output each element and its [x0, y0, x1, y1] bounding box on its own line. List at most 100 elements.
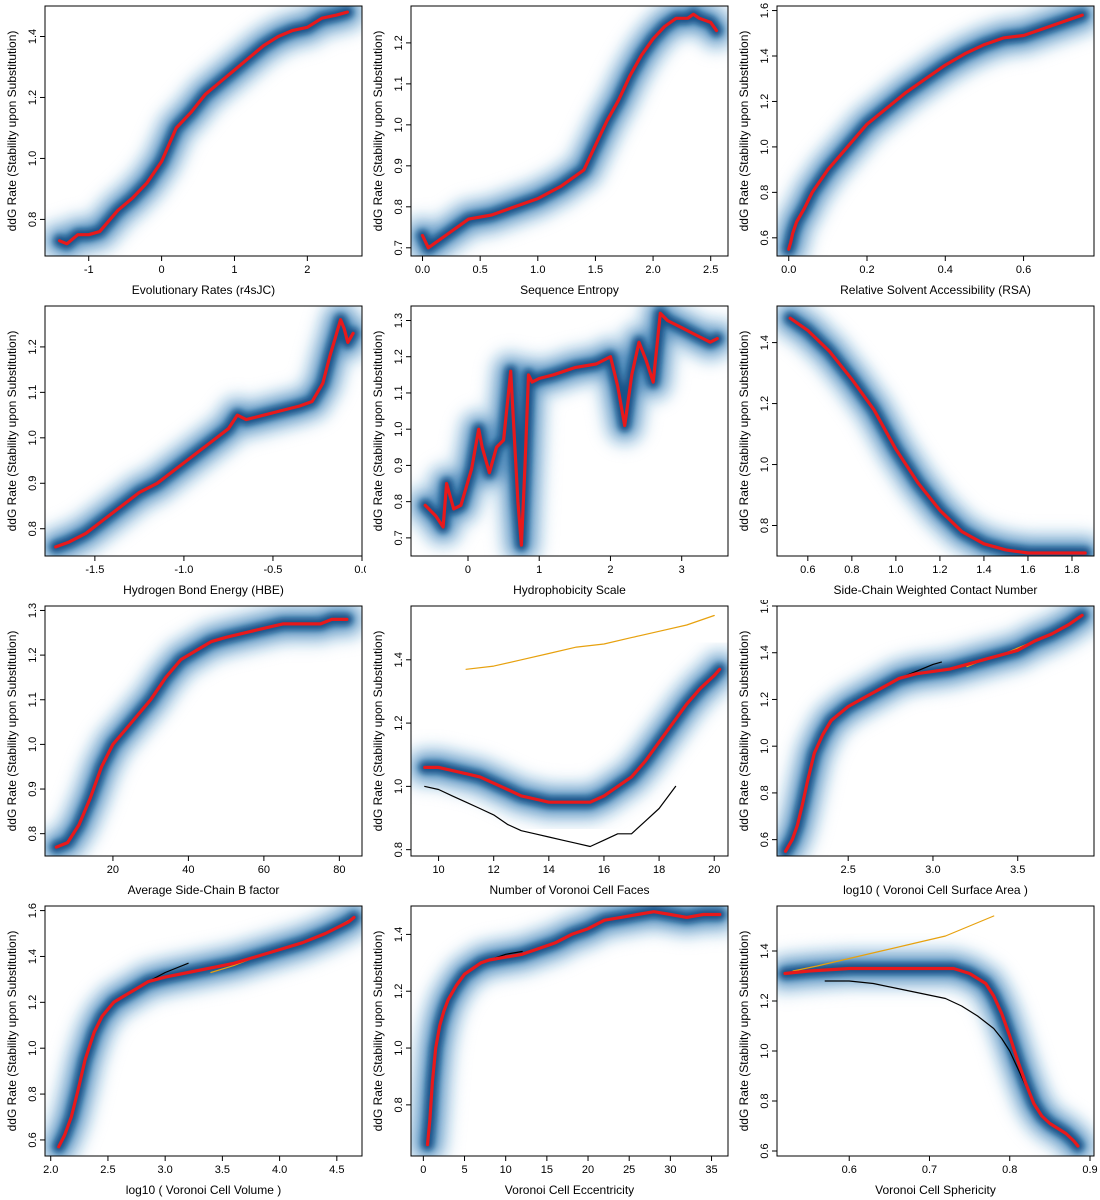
y-tick-label: 1.2 [393, 984, 405, 999]
x-tick-label: 0.4 [938, 264, 953, 276]
x-tick-label: 15 [541, 1164, 553, 1176]
plot-frame [776, 5, 1095, 257]
y-tick-label: 1.0 [393, 422, 405, 437]
x-tick-label: 0.0 [781, 264, 796, 276]
x-tick-label: 1.4 [976, 564, 991, 576]
y-tick-label: 0.6 [759, 1143, 771, 1158]
y-tick-label: 1.0 [27, 737, 39, 752]
chart-svg: 0.0 0.2 0.4 0.6 0.6 0.8 1.0 1.2 1.4 1.6 Relative S… [737, 3, 1095, 297]
y-tick-label: 1.2 [27, 339, 39, 354]
chart-svg: -1.5 -1.0 -0.5 0.0 0.8 0.9 1.0 1.1 1.2 Hydrogen B… [5, 305, 366, 597]
x-tick-label: 30 [664, 1164, 676, 1176]
x-tick-label: 1.5 [588, 264, 603, 276]
x-tick-label: 10 [432, 864, 444, 876]
y-tick-label: 1.0 [759, 139, 771, 154]
plot-area [777, 606, 1094, 856]
x-tick-label: 20 [708, 864, 720, 876]
y-tick-label: 1.0 [27, 1041, 39, 1056]
chart-svg: -1 0 1 2 0.8 1.0 1.2 1.4 Evolutionary Rates (r4s… [5, 5, 363, 297]
chart-panel: 0 5 10 15 20 25 30 35 0.8 1.0 1.2 1.4 Voronoi Cell E… [366, 900, 732, 1200]
x-tick-label: 2.0 [645, 264, 660, 276]
x-tick-label: 0 [465, 564, 471, 576]
x-tick-label: 0.9 [1082, 1164, 1097, 1176]
y-axis-label: ddG Rate (Stability upon Substitution) [371, 331, 385, 532]
chart-panel: -1 0 1 2 0.8 1.0 1.2 1.4 Evolutionary Rates (r4s… [0, 0, 366, 300]
y-tick-label: 1.3 [393, 313, 405, 328]
y-tick-label: 1.0 [759, 457, 771, 472]
chart-svg: 0.6 0.8 1.0 1.2 1.4 1.6 1.8 0.8 1.0 1.2 1.4 Side-Ch… [737, 305, 1095, 597]
y-tick-label: 0.7 [393, 530, 405, 545]
chart-panel: 2.0 2.5 3.0 3.5 4.0 4.5 0.6 0.8 1.0 1.2 1.4 1.6 log1… [0, 900, 366, 1200]
y-tick-label: 0.8 [393, 1097, 405, 1112]
upper-line [792, 915, 995, 972]
chart-panel: 0 1 2 3 0.7 0.8 0.9 1.0 1.1 1.2 1.3 Hydrophobicity … [366, 300, 732, 600]
x-tick-label: 14 [543, 864, 555, 876]
x-tick-label: -1.5 [85, 564, 104, 576]
median-line [420, 12, 719, 250]
y-tick-label: 0.8 [759, 518, 771, 533]
y-tick-label: 0.6 [759, 230, 771, 245]
x-tick-label: 0 [159, 264, 165, 276]
x-tick-label: 4.0 [272, 1164, 287, 1176]
x-tick-label: 3.5 [215, 1164, 230, 1176]
y-tick-label: 1.0 [27, 151, 39, 166]
y-tick-label: 1.4 [27, 29, 39, 44]
plot-area [777, 915, 1094, 1156]
x-tick-label: 0.2 [859, 264, 874, 276]
x-tick-label: 35 [705, 1164, 717, 1176]
x-tick-label: 2.5 [100, 1164, 115, 1176]
plot-area [777, 306, 1094, 556]
y-tick-label: 1.1 [393, 76, 405, 91]
x-axis-label: Number of Voronoi Cell Faces [489, 883, 649, 897]
y-tick-label: 1.4 [759, 335, 771, 350]
chart-svg: 10 12 14 16 18 20 0.8 1.0 1.2 1.4 Number of Vorono… [371, 605, 729, 897]
chart-svg: 20 40 60 80 0.8 0.9 1.0 1.1 1.2 1.3 Average Side-C… [5, 603, 363, 897]
plot-frame [410, 605, 729, 857]
y-tick-label: 1.1 [27, 692, 39, 707]
chart-panel: -1.5 -1.0 -0.5 0.0 0.8 0.9 1.0 1.1 1.2 Hydrogen B… [0, 300, 366, 600]
y-tick-label: 0.6 [759, 832, 771, 847]
y-axis-label: ddG Rate (Stability upon Substitution) [737, 931, 751, 1132]
x-tick-label: -0.5 [263, 564, 282, 576]
plot-frame [44, 605, 363, 857]
y-tick-label: 1.2 [393, 35, 405, 50]
median-line [54, 318, 355, 549]
median-line [57, 915, 356, 1149]
x-axis-label: Average Side-Chain B factor [128, 883, 280, 897]
y-tick-label: 0.8 [393, 494, 405, 509]
median-line [783, 613, 1084, 853]
y-tick-label: 0.8 [27, 826, 39, 841]
x-axis-label: log10 ( Voronoi Cell Volume ) [126, 1183, 281, 1197]
y-tick-label: 1.6 [759, 600, 771, 614]
x-tick-label: 0.5 [473, 264, 488, 276]
y-tick-label: 0.8 [27, 521, 39, 536]
x-axis-label: Hydrophobicity Scale [513, 583, 626, 597]
y-axis-label: ddG Rate (Stability upon Substitution) [371, 31, 385, 232]
x-tick-label: 2 [607, 564, 613, 576]
y-tick-label: 1.2 [27, 90, 39, 105]
median-line [58, 10, 349, 246]
x-tick-label: -1.0 [174, 564, 193, 576]
y-tick-label: 1.4 [759, 645, 771, 660]
y-tick-label: 0.9 [393, 158, 405, 173]
x-tick-label: 1.2 [932, 564, 947, 576]
y-tick-label: 1.0 [393, 779, 405, 794]
x-tick-label: 10 [500, 1164, 512, 1176]
y-tick-label: 0.8 [393, 199, 405, 214]
chart-svg: 0 1 2 3 0.7 0.8 0.9 1.0 1.1 1.2 1.3 Hydrophobicity … [371, 305, 729, 597]
x-axis-label: Hydrogen Bond Energy (HBE) [123, 583, 284, 597]
x-axis-label: Evolutionary Rates (r4sJC) [132, 283, 275, 297]
x-tick-label: 3.0 [925, 864, 940, 876]
chart-svg: 0.0 0.5 1.0 1.5 2.0 2.5 0.7 0.8 0.9 1.0 1.1 1.2 Sequ… [371, 5, 729, 297]
upper-line [465, 614, 715, 670]
x-tick-label: 3 [679, 564, 685, 576]
x-axis-label: Sequence Entropy [520, 283, 619, 297]
x-tick-label: 1.0 [888, 564, 903, 576]
plot-frame [776, 605, 1095, 857]
y-tick-label: 0.7 [393, 240, 405, 255]
x-tick-label: 20 [107, 864, 119, 876]
chart-panel: 0.0 0.5 1.0 1.5 2.0 2.5 0.7 0.8 0.9 1.0 1.1 1.2 Sequ… [366, 0, 732, 300]
y-axis-label: ddG Rate (Stability upon Substitution) [371, 631, 385, 832]
chart-svg: 2.0 2.5 3.0 3.5 4.0 4.5 0.6 0.8 1.0 1.2 1.4 1.6 log1… [5, 903, 363, 1197]
